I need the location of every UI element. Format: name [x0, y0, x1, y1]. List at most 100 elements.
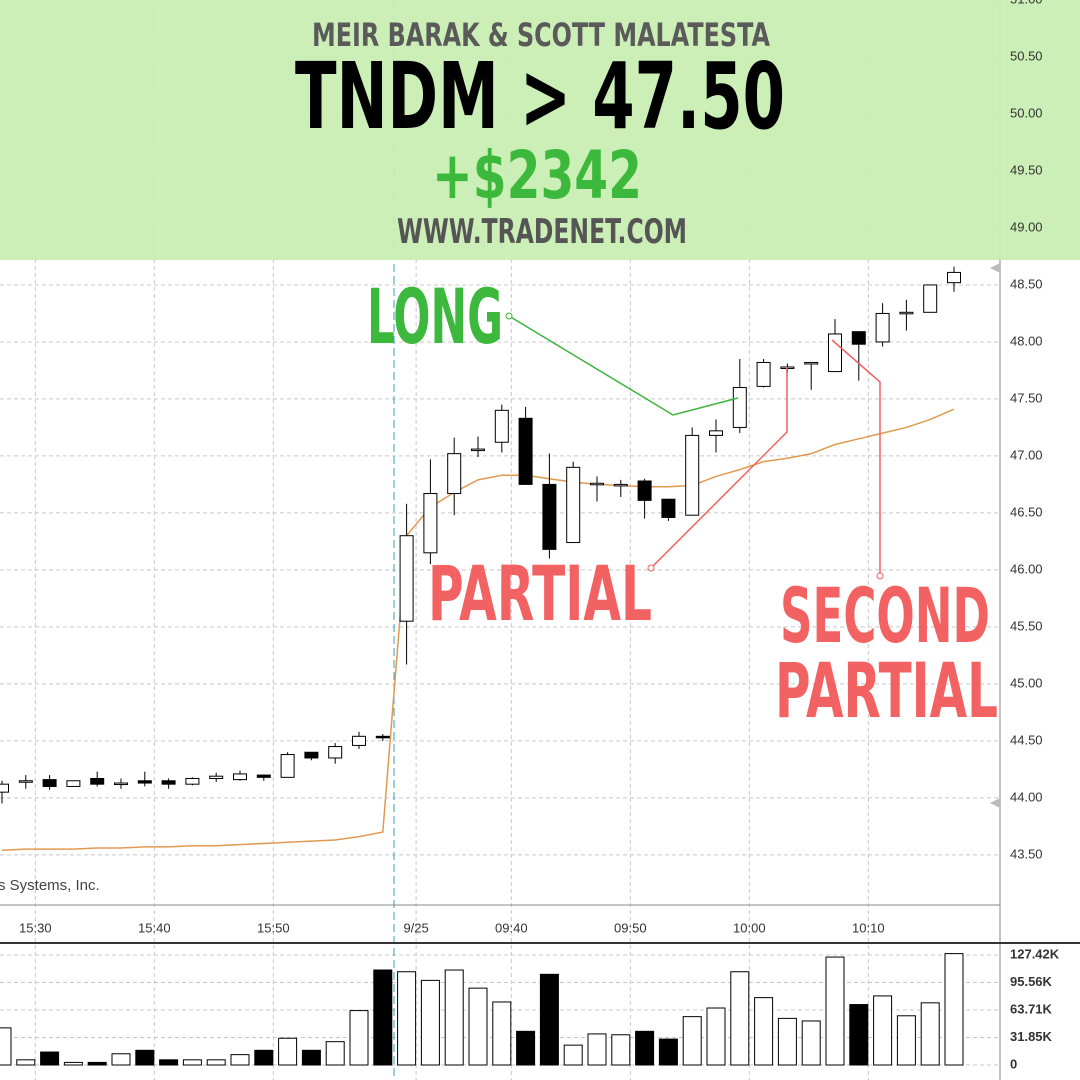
long-label: LONG: [367, 272, 503, 361]
y-tick-label: 43.50: [1010, 846, 1043, 861]
candle-body: [732, 387, 747, 428]
candle-body: [756, 361, 771, 387]
volume-bar: [325, 1041, 345, 1066]
candle-body: [661, 498, 676, 518]
volume-bar: [40, 1051, 60, 1066]
volume-bar: [0, 1027, 12, 1066]
profit: +$2342: [432, 137, 642, 214]
candle-body: [923, 284, 938, 313]
candle-body: [280, 754, 295, 778]
x-tick-label: 09:40: [495, 920, 528, 935]
volume-bar: [611, 1034, 631, 1066]
volume-bar: [87, 1061, 107, 1066]
candle-body: [542, 483, 557, 550]
volume-bar: [63, 1061, 83, 1066]
plot: [0, 266, 964, 1066]
volume-bar: [777, 1017, 797, 1066]
volume-bar: [230, 1054, 250, 1066]
volume-bar: [682, 1016, 702, 1066]
candle-body: [209, 775, 224, 779]
candle-body: [685, 434, 700, 516]
candle-body: [851, 331, 866, 345]
volume-bar: [587, 1033, 607, 1066]
x-tick-label: 15:40: [138, 920, 171, 935]
y-tick-label: 46.00: [1010, 561, 1043, 576]
volume-bar: [182, 1059, 202, 1066]
y-tick-label: 45.00: [1010, 675, 1043, 690]
y-tick-label: 48.00: [1010, 333, 1043, 348]
candle-body: [828, 333, 842, 373]
volume-bar: [159, 1059, 179, 1066]
volume-bar: [563, 1044, 583, 1066]
candle-body: [185, 777, 200, 785]
volume-bar: [539, 973, 559, 1066]
y-tick-label: 48.50: [1010, 276, 1043, 291]
second-partial-pointer: [831, 339, 881, 576]
y-tick-label: 44.50: [1010, 732, 1043, 747]
y-tick-label: 31.85K: [1010, 1029, 1053, 1044]
volume-bar: [658, 1038, 678, 1066]
moving-average: [1, 408, 955, 852]
candle-body: [947, 271, 961, 284]
candle-body: [161, 780, 176, 785]
candle-body: [637, 480, 652, 501]
volume-bar: [730, 971, 750, 1066]
partial-label: PARTIAL: [428, 549, 652, 638]
volume-bar: [206, 1059, 226, 1066]
candle-body: [494, 409, 509, 443]
y-tick-label: 127.42K: [1010, 946, 1060, 961]
y-tick-label: 0: [1010, 1056, 1017, 1071]
x-tick-label: 9/25: [403, 920, 428, 935]
volume-bar: [944, 953, 964, 1066]
x-tick-label: 15:50: [257, 920, 290, 935]
candle-body: [709, 430, 723, 436]
candle-body: [447, 453, 462, 495]
authors: MEIR BARAK & SCOTT MALATESTA: [312, 16, 770, 54]
candle-body: [613, 483, 628, 487]
candle-body: [471, 448, 485, 452]
pointer-dot: [505, 312, 513, 320]
pointer-dot: [647, 564, 655, 572]
volume-bar: [301, 1049, 321, 1066]
volume-bar: [849, 1004, 869, 1066]
volume-bar: [896, 1015, 916, 1066]
candle-body: [42, 779, 57, 787]
volume-bar: [706, 1007, 726, 1066]
candle-body: [0, 783, 9, 793]
volume-bar: [111, 1053, 131, 1066]
y-tick-label: 49.00: [1010, 219, 1043, 234]
candle-body: [328, 746, 343, 759]
volume-bar: [278, 1037, 298, 1066]
candle-body: [566, 466, 581, 544]
volume-bar: [516, 1030, 536, 1066]
marker: [990, 798, 1000, 808]
y-tick-label: 63.71K: [1010, 1001, 1053, 1016]
watermark: s Systems, Inc.: [0, 877, 100, 894]
candle-body: [137, 780, 152, 784]
website: WWW.TRADENET.COM: [397, 212, 687, 252]
candle-body: [590, 482, 604, 486]
candle-body: [899, 311, 914, 315]
volume-bar: [420, 979, 440, 1066]
candle-body: [90, 777, 105, 785]
y-tick-label: 51.00: [1010, 0, 1043, 6]
candle-body: [66, 780, 81, 787]
x-tick-label: 10:10: [852, 920, 885, 935]
x-tick-label: 10:00: [733, 920, 766, 935]
volume-bar: [920, 1002, 940, 1066]
volume-bar: [825, 956, 845, 1066]
candle-body: [423, 493, 438, 554]
y-tick-label: 50.00: [1010, 105, 1043, 120]
candle-body: [804, 361, 819, 365]
long-pointer: [508, 315, 739, 416]
second-partial-label: SECOND: [780, 571, 990, 660]
candle-body: [875, 312, 890, 343]
partial-pointer: [650, 367, 788, 569]
y-tick-label: 46.50: [1010, 504, 1043, 519]
candle-body: [375, 735, 390, 739]
y-tick-label: 95.56K: [1010, 974, 1053, 989]
x-tick-label: 15:30: [19, 920, 52, 935]
y-tick-label: 49.50: [1010, 162, 1043, 177]
